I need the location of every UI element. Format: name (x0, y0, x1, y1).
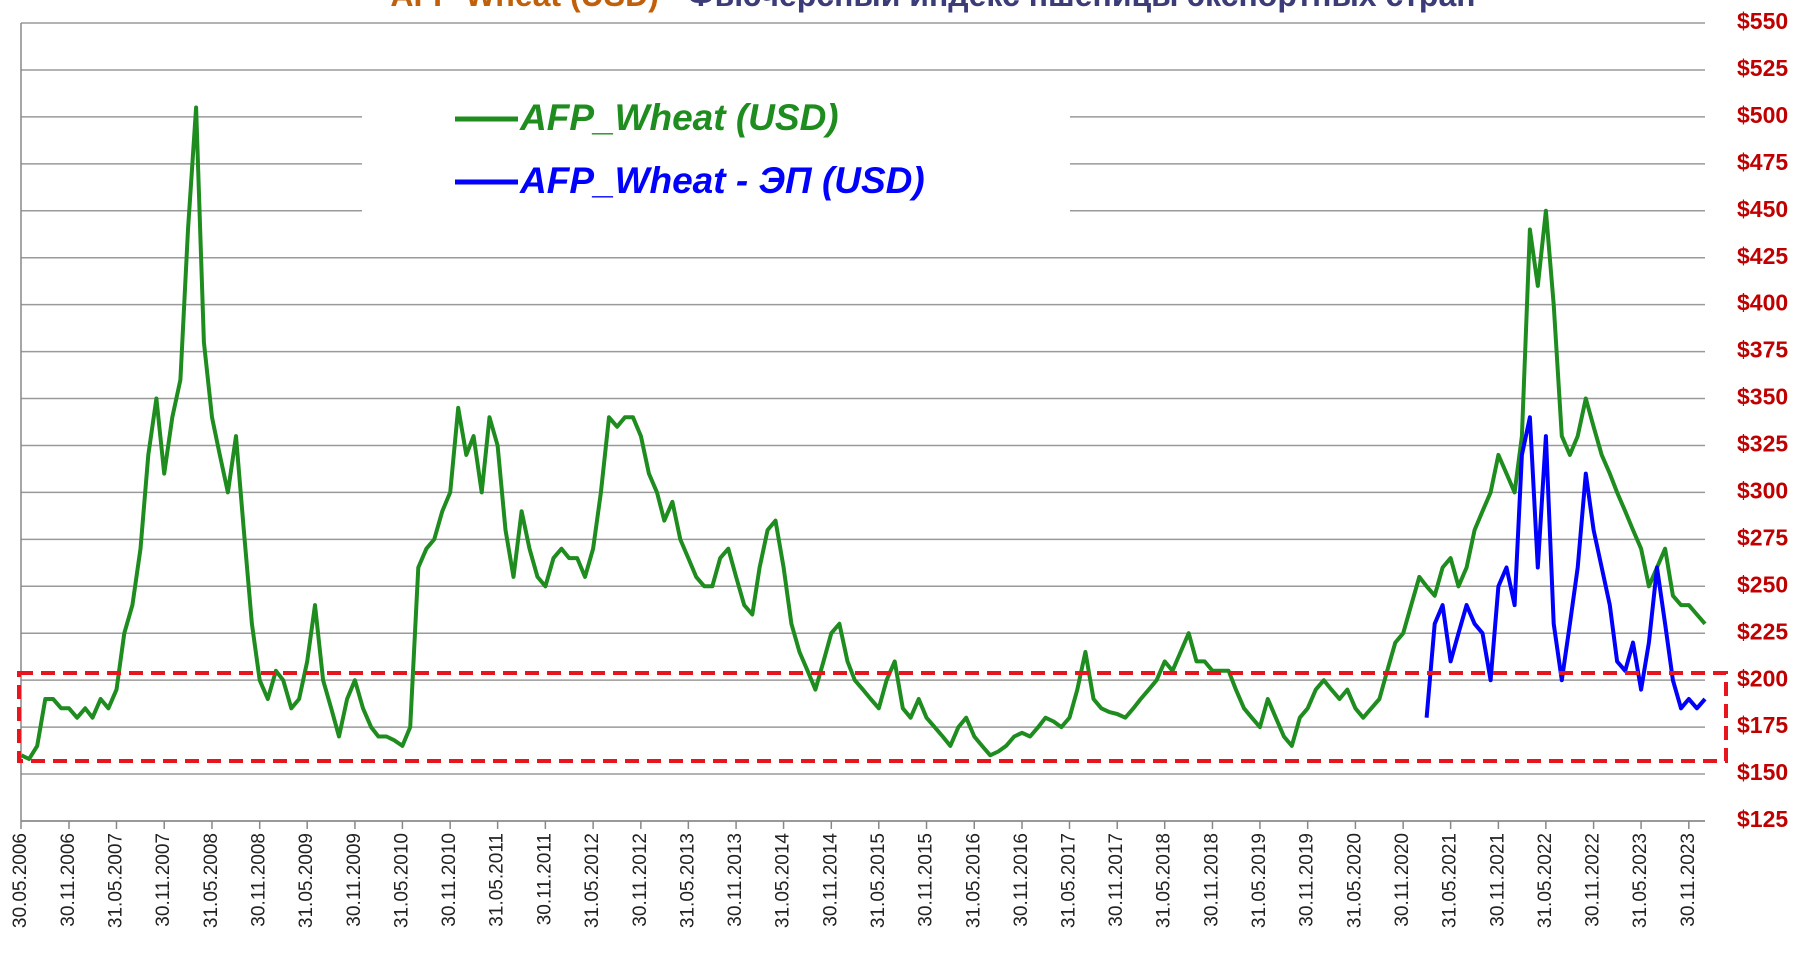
x-tick-label: 30.11.2015 (916, 833, 937, 927)
x-tick-label: 30.11.2011 (534, 833, 555, 925)
x-tick-label: 30.11.2014 (820, 833, 841, 927)
x-tick-label: 31.05.2018 (1154, 833, 1175, 928)
series-line (20, 105, 1707, 761)
y-tick-label: $150 (1737, 759, 1788, 785)
legend: AFP_Wheat (USD) AFP_Wheat - ЭП (USD) (455, 97, 925, 201)
x-tick-label: 30.11.2022 (1583, 833, 1604, 927)
x-tick-label: 31.05.2007 (105, 833, 126, 928)
x-tick-label: 30.11.2023 (1678, 833, 1699, 927)
y-tick-label: $375 (1737, 337, 1788, 363)
x-tick-label: 30.11.2013 (725, 833, 746, 927)
x-tick-label: 31.05.2013 (677, 833, 698, 928)
y-tick-label: $525 (1737, 55, 1788, 81)
x-tick-label: 30.11.2017 (1106, 833, 1127, 927)
y-tick-label: $500 (1737, 102, 1788, 128)
x-tick-label: 30.05.2006 (10, 833, 31, 928)
y-tick-label: $175 (1737, 712, 1788, 738)
x-tick-label: 31.05.2023 (1630, 833, 1651, 928)
x-tick-label: 31.05.2016 (963, 833, 984, 928)
x-tick-label: 31.05.2019 (1249, 833, 1270, 928)
highlight-box (17, 671, 1728, 763)
x-tick-label: 30.11.2006 (58, 833, 79, 927)
legend-label: AFP_Wheat (USD) (519, 97, 839, 138)
x-tick-label: 31.05.2020 (1344, 833, 1365, 928)
y-tick-label: $550 (1737, 8, 1788, 34)
y-tick-label: $275 (1737, 524, 1788, 550)
x-tick-label: 31.05.2009 (296, 833, 317, 928)
x-tick-label: 31.05.2021 (1440, 833, 1461, 928)
x-tick-label: 31.05.2015 (868, 833, 889, 928)
chart-title: AFP-Wheat (USD) - Фьючерсный индекс пшен… (390, 0, 1475, 13)
x-tick-label: 31.05.2011 (487, 833, 508, 927)
y-tick-label: $125 (1737, 806, 1788, 832)
y-tick-label: $475 (1737, 149, 1788, 175)
y-tick-label: $325 (1737, 431, 1788, 457)
legend-background (362, 92, 1070, 214)
plot-lines (20, 105, 1707, 761)
y-tick-label: $400 (1737, 290, 1788, 316)
x-tick-label: 31.05.2017 (1059, 833, 1080, 928)
x-tick-label: 30.11.2020 (1392, 833, 1413, 927)
x-tick-label: 30.11.2012 (630, 833, 651, 927)
x-tick-label: 30.11.2021 (1487, 833, 1508, 927)
series-line (1424, 415, 1707, 718)
x-tick-label: 31.05.2014 (773, 833, 794, 929)
x-tick-label: 31.05.2008 (201, 833, 222, 928)
x-tick-label: 30.11.2016 (1011, 833, 1032, 927)
y-tick-label: $225 (1737, 618, 1788, 644)
x-tick-label: 30.11.2009 (344, 833, 365, 927)
y-tick-label: $450 (1737, 196, 1788, 222)
y-tick-label: $200 (1737, 665, 1788, 691)
x-tick-label: 30.11.2007 (153, 833, 174, 927)
x-tick-label: 30.11.2010 (439, 833, 460, 927)
x-tick-label: 31.05.2012 (582, 833, 603, 928)
x-tick-label: 30.11.2019 (1297, 833, 1318, 927)
legend-label: AFP_Wheat - ЭП (USD) (519, 160, 925, 201)
title-part: - Фьючерсный индекс пшеницы экспортных с… (659, 0, 1476, 13)
y-tick-label: $250 (1737, 571, 1788, 597)
y-tick-label: $350 (1737, 384, 1788, 410)
title-part: AFP-Wheat (USD) (390, 0, 658, 13)
x-tick-label: 30.11.2008 (249, 833, 270, 927)
y-tick-label: $300 (1737, 477, 1788, 503)
x-tick-label: 31.05.2010 (391, 833, 412, 928)
y-tick-label: $425 (1737, 243, 1788, 269)
x-tick-label: 31.05.2022 (1535, 833, 1556, 928)
x-tick-label: 30.11.2018 (1201, 833, 1222, 927)
